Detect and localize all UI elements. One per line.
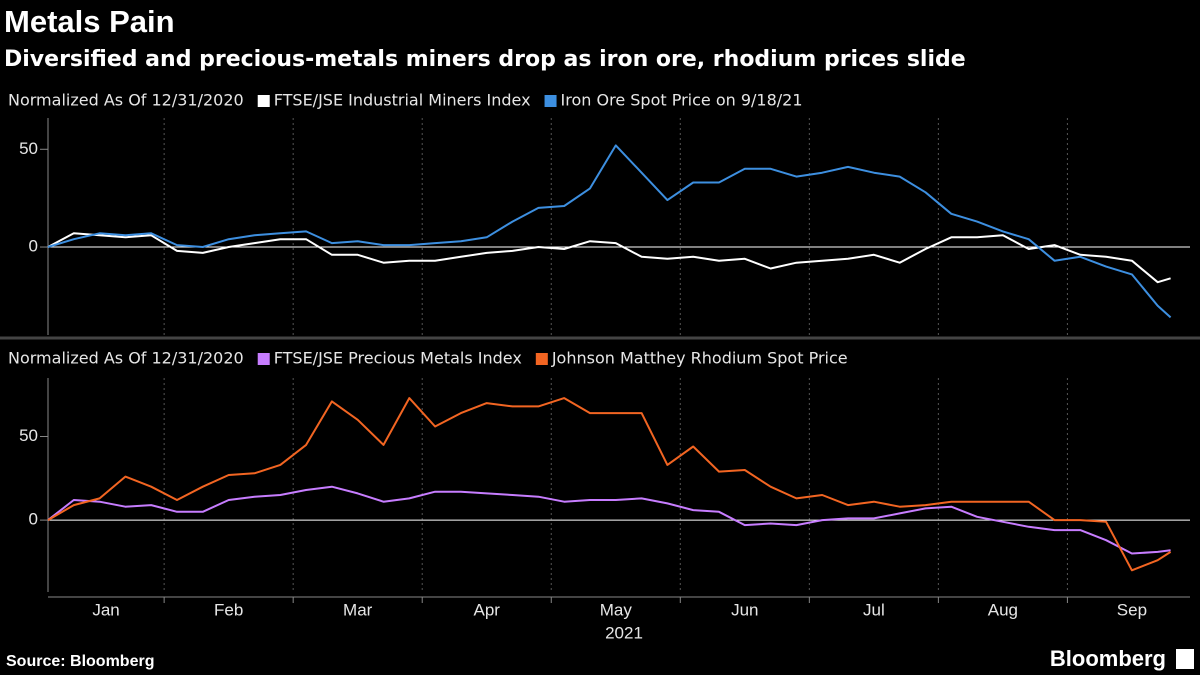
y-tick-label: 0	[29, 237, 38, 256]
x-tick-label: Jul	[863, 600, 885, 619]
legend-swatch	[535, 353, 548, 365]
x-tick-label: Feb	[214, 600, 243, 619]
y-tick-label: 0	[29, 510, 38, 529]
x-tick-label: Sep	[1117, 600, 1147, 619]
chart-title: Metals Pain	[4, 4, 175, 39]
x-tick-label: Mar	[343, 600, 373, 619]
x-tick-label: May	[600, 600, 633, 619]
legend-label: Iron Ore Spot Price on 9/18/21	[561, 91, 803, 110]
x-tick-label: Aug	[988, 600, 1018, 619]
chart-subtitle: Diversified and precious-metals miners d…	[4, 47, 966, 72]
legend-swatch	[257, 353, 270, 365]
y-tick-label: 50	[19, 426, 38, 445]
legend-title: Normalized As Of 12/31/2020	[8, 91, 244, 110]
brand: Bloomberg	[1050, 646, 1166, 671]
legend-swatch	[544, 95, 557, 107]
series-line	[47, 397, 1172, 572]
y-tick-label: 50	[19, 139, 38, 158]
x-tick-label: Jun	[731, 600, 758, 619]
legend-label: FTSE/JSE Industrial Miners Index	[274, 91, 531, 110]
legend-label: Johnson Matthey Rhodium Spot Price	[551, 349, 848, 368]
series-line	[47, 144, 1172, 319]
series-line	[47, 485, 1171, 555]
x-tick-label: Jan	[92, 600, 119, 619]
brand-icon	[1176, 649, 1194, 669]
x-tick-label: Apr	[474, 600, 501, 619]
legend-swatch	[257, 95, 270, 107]
source: Source: Bloomberg	[6, 653, 154, 670]
series-line	[47, 232, 1171, 284]
x-axis-label: 2021	[605, 623, 643, 642]
legend-label: FTSE/JSE Precious Metals Index	[274, 349, 522, 368]
legend-title: Normalized As Of 12/31/2020	[8, 349, 244, 368]
